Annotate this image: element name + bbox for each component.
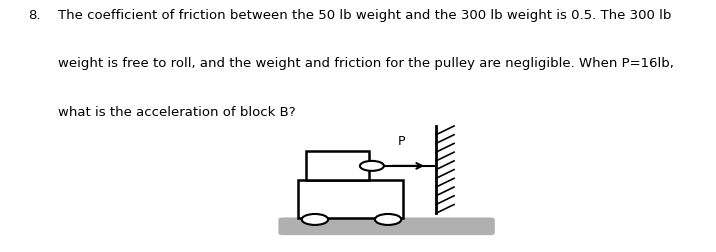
Bar [306,151,369,180]
Text: weight is free to roll, and the weight and friction for the pulley are negligibl: weight is free to roll, and the weight a… [58,57,674,71]
Text: what is the acceleration of block B?: what is the acceleration of block B? [58,106,296,119]
Circle shape [360,161,384,171]
Circle shape [301,214,328,225]
Circle shape [375,214,401,225]
Text: 8.: 8. [29,9,41,22]
Text: The coefficient of friction between the 50 lb weight and the 300 lb weight is 0.: The coefficient of friction between the … [58,9,672,22]
FancyBboxPatch shape [279,217,495,235]
Text: B: B [326,157,340,175]
Text: P: P [398,135,406,148]
Bar [298,180,403,218]
